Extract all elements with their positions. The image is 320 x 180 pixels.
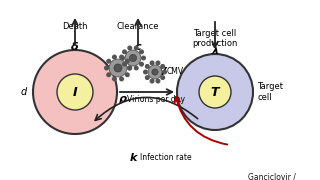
Ellipse shape <box>33 50 117 134</box>
Circle shape <box>107 59 110 63</box>
Circle shape <box>125 59 129 63</box>
Circle shape <box>114 64 122 72</box>
Circle shape <box>113 77 116 81</box>
Circle shape <box>107 73 110 76</box>
Text: d: d <box>21 87 27 97</box>
Circle shape <box>125 73 129 76</box>
Text: I: I <box>73 86 77 98</box>
Circle shape <box>109 59 127 77</box>
Circle shape <box>113 55 116 59</box>
Circle shape <box>129 54 137 62</box>
Circle shape <box>134 46 138 50</box>
Circle shape <box>150 61 154 65</box>
Ellipse shape <box>57 74 93 110</box>
Text: Death: Death <box>62 22 88 31</box>
Text: V: V <box>158 67 165 77</box>
Circle shape <box>163 70 166 74</box>
Text: ρ: ρ <box>119 94 127 104</box>
Circle shape <box>134 66 138 70</box>
Circle shape <box>120 77 123 81</box>
Text: Infection rate: Infection rate <box>140 154 192 163</box>
Text: Ganciclovir /
valganciclovir
concentrations: Ganciclovir / valganciclovir concentrati… <box>248 172 305 180</box>
Text: c: c <box>135 42 141 52</box>
Text: λ: λ <box>212 46 219 56</box>
Circle shape <box>148 65 162 79</box>
Text: k: k <box>130 153 137 163</box>
Circle shape <box>150 79 154 83</box>
Circle shape <box>146 65 149 68</box>
Circle shape <box>128 66 131 70</box>
Text: T: T <box>211 86 219 98</box>
Text: CMV: CMV <box>167 67 184 76</box>
Circle shape <box>142 56 145 60</box>
Circle shape <box>120 55 123 59</box>
Text: Clearance: Clearance <box>117 22 159 31</box>
Text: Target cell
production: Target cell production <box>192 29 238 48</box>
Circle shape <box>140 50 143 54</box>
Circle shape <box>152 69 158 75</box>
Circle shape <box>125 50 141 66</box>
Circle shape <box>123 50 126 54</box>
Circle shape <box>161 76 164 79</box>
Circle shape <box>121 56 124 60</box>
Circle shape <box>146 76 149 79</box>
Circle shape <box>156 61 160 65</box>
Ellipse shape <box>177 54 253 130</box>
Circle shape <box>140 62 143 66</box>
Circle shape <box>156 79 160 83</box>
Circle shape <box>128 46 132 50</box>
Text: Virions per day: Virions per day <box>127 94 185 103</box>
Circle shape <box>144 70 147 74</box>
Text: Target
cell: Target cell <box>257 82 283 102</box>
Text: δ: δ <box>71 42 79 52</box>
Circle shape <box>105 66 108 70</box>
Ellipse shape <box>199 76 231 108</box>
Circle shape <box>123 62 126 66</box>
Circle shape <box>161 65 164 68</box>
Circle shape <box>128 66 132 70</box>
